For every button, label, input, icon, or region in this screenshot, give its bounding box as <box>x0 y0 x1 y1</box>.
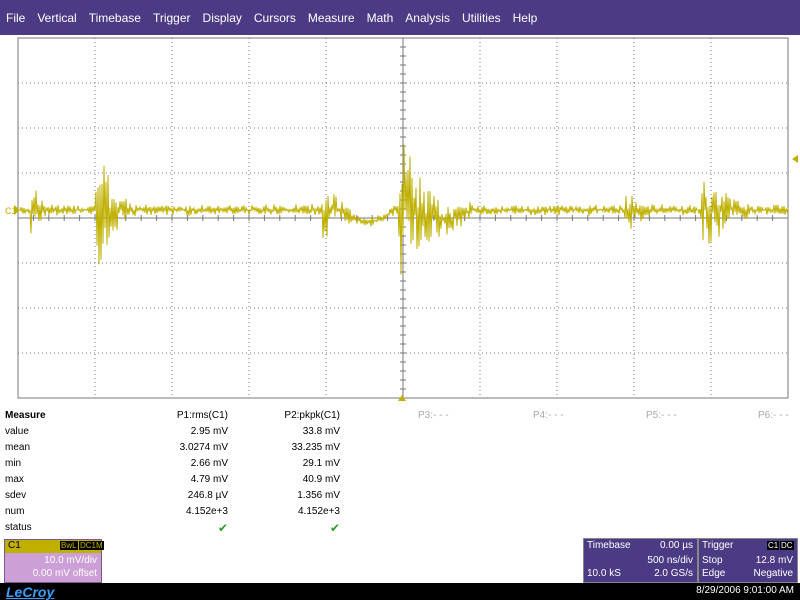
p2-status-check-icon: ✔ <box>329 521 340 535</box>
timebase-delay: 0.00 µs <box>659 540 693 551</box>
waveform-display[interactable]: C1 <box>0 35 800 405</box>
row-label-value: value <box>5 426 29 437</box>
menu-math[interactable]: Math <box>366 10 394 25</box>
channel-offset-marker[interactable] <box>14 205 20 215</box>
channel-1-offset: 0.00 mV offset <box>32 568 97 579</box>
lecroy-logo: LeCroy <box>6 584 55 600</box>
row-label-min: min <box>5 458 22 469</box>
p1-min: 2.66 mV <box>190 458 228 469</box>
trigger-title: Trigger <box>702 540 734 551</box>
p1-status-check-icon: ✔ <box>217 521 228 535</box>
p2-num: 4.152e+3 <box>298 506 340 517</box>
param-header-p1[interactable]: P1:rms(C1) <box>176 410 228 421</box>
trigger-position-marker[interactable] <box>398 395 406 401</box>
param-header-p5[interactable]: P5:- - - <box>646 410 677 421</box>
coupling-badge: DC1M <box>79 541 104 550</box>
row-label-mean: mean <box>5 442 31 453</box>
trigger-descriptor[interactable]: Trigger C1 DC Stop 12.8 mV Edge Negative <box>698 538 798 583</box>
measure-title: Measure <box>5 410 46 421</box>
param-header-p6[interactable]: P6:- - - <box>758 410 789 421</box>
trigger-level: 12.8 mV <box>755 555 793 566</box>
menu-help[interactable]: Help <box>512 10 538 25</box>
trigger-coupling-badge: DC <box>780 541 794 550</box>
status-footer: LeCroy 8/29/2006 9:01:00 AM <box>0 583 800 600</box>
row-label-num: num <box>5 506 25 517</box>
row-label-status: status <box>5 522 32 533</box>
menu-file[interactable]: File <box>6 10 26 25</box>
timebase-samples: 10.0 kS <box>587 568 621 579</box>
timebase-descriptor[interactable]: Timebase 0.00 µs 500 ns/div 10.0 kS 2.0 … <box>583 538 698 583</box>
p2-mean: 33.235 mV <box>291 442 340 453</box>
datetime: 8/29/2006 9:01:00 AM <box>696 585 794 596</box>
waveform-grid: C1 <box>5 37 798 401</box>
menu-utilities[interactable]: Utilities <box>461 10 501 25</box>
menu-bar: File Vertical Timebase Trigger Display Cursor… <box>0 0 800 35</box>
menu-measure[interactable]: Measure <box>307 10 355 25</box>
p1-max: 4.79 mV <box>190 474 228 485</box>
menu-vertical[interactable]: Vertical <box>37 10 77 25</box>
p2-sdev: 1.356 mV <box>297 490 340 501</box>
menu-analysis[interactable]: Analysis <box>405 10 450 25</box>
channel-1-vdiv: 10.0 mV/div <box>44 555 97 566</box>
p2-value: 33.8 mV <box>302 426 340 437</box>
channel-1-header: C1 BwL DC1M <box>5 540 104 553</box>
row-label-max: max <box>5 474 24 485</box>
timebase-rate: 2.0 GS/s <box>654 568 693 579</box>
channel-1-descriptor[interactable]: C1 BwL DC1M 10.0 mV/div 0.00 mV offset <box>4 539 104 583</box>
trigger-source-badge: C1 <box>767 541 780 550</box>
p1-mean: 3.0274 mV <box>179 442 228 453</box>
menu-timebase[interactable]: Timebase <box>88 10 141 25</box>
menu-cursors[interactable]: Cursors <box>253 10 296 25</box>
p1-sdev: 246.8 µV <box>187 490 228 501</box>
p2-min: 29.1 mV <box>302 458 340 469</box>
param-header-p4[interactable]: P4:- - - <box>533 410 564 421</box>
trigger-slope: Negative <box>753 568 793 579</box>
measure-panel: Measure P1:rms(C1) P2:pkpk(C1) P3:- - - … <box>0 405 800 537</box>
menu-trigger[interactable]: Trigger <box>152 10 191 25</box>
trigger-level-marker[interactable] <box>792 155 798 163</box>
trigger-type: Edge <box>702 568 726 579</box>
trigger-mode: Stop <box>702 555 723 566</box>
channel-1-trace <box>19 144 789 275</box>
p1-num: 4.152e+3 <box>186 506 228 517</box>
param-header-p3[interactable]: P3:- - - <box>418 410 449 421</box>
param-header-p2[interactable]: P2:pkpk(C1) <box>284 410 340 421</box>
p1-value: 2.95 mV <box>190 426 228 437</box>
menu-display[interactable]: Display <box>202 10 242 25</box>
timebase-tdiv: 500 ns/div <box>647 555 693 566</box>
p2-max: 40.9 mV <box>302 474 340 485</box>
timebase-title: Timebase <box>587 540 631 551</box>
channel-1-name: C1 <box>8 540 21 551</box>
row-label-sdev: sdev <box>5 490 27 501</box>
bwl-badge: BwL <box>60 541 78 550</box>
channel-label: C1 <box>5 206 17 216</box>
